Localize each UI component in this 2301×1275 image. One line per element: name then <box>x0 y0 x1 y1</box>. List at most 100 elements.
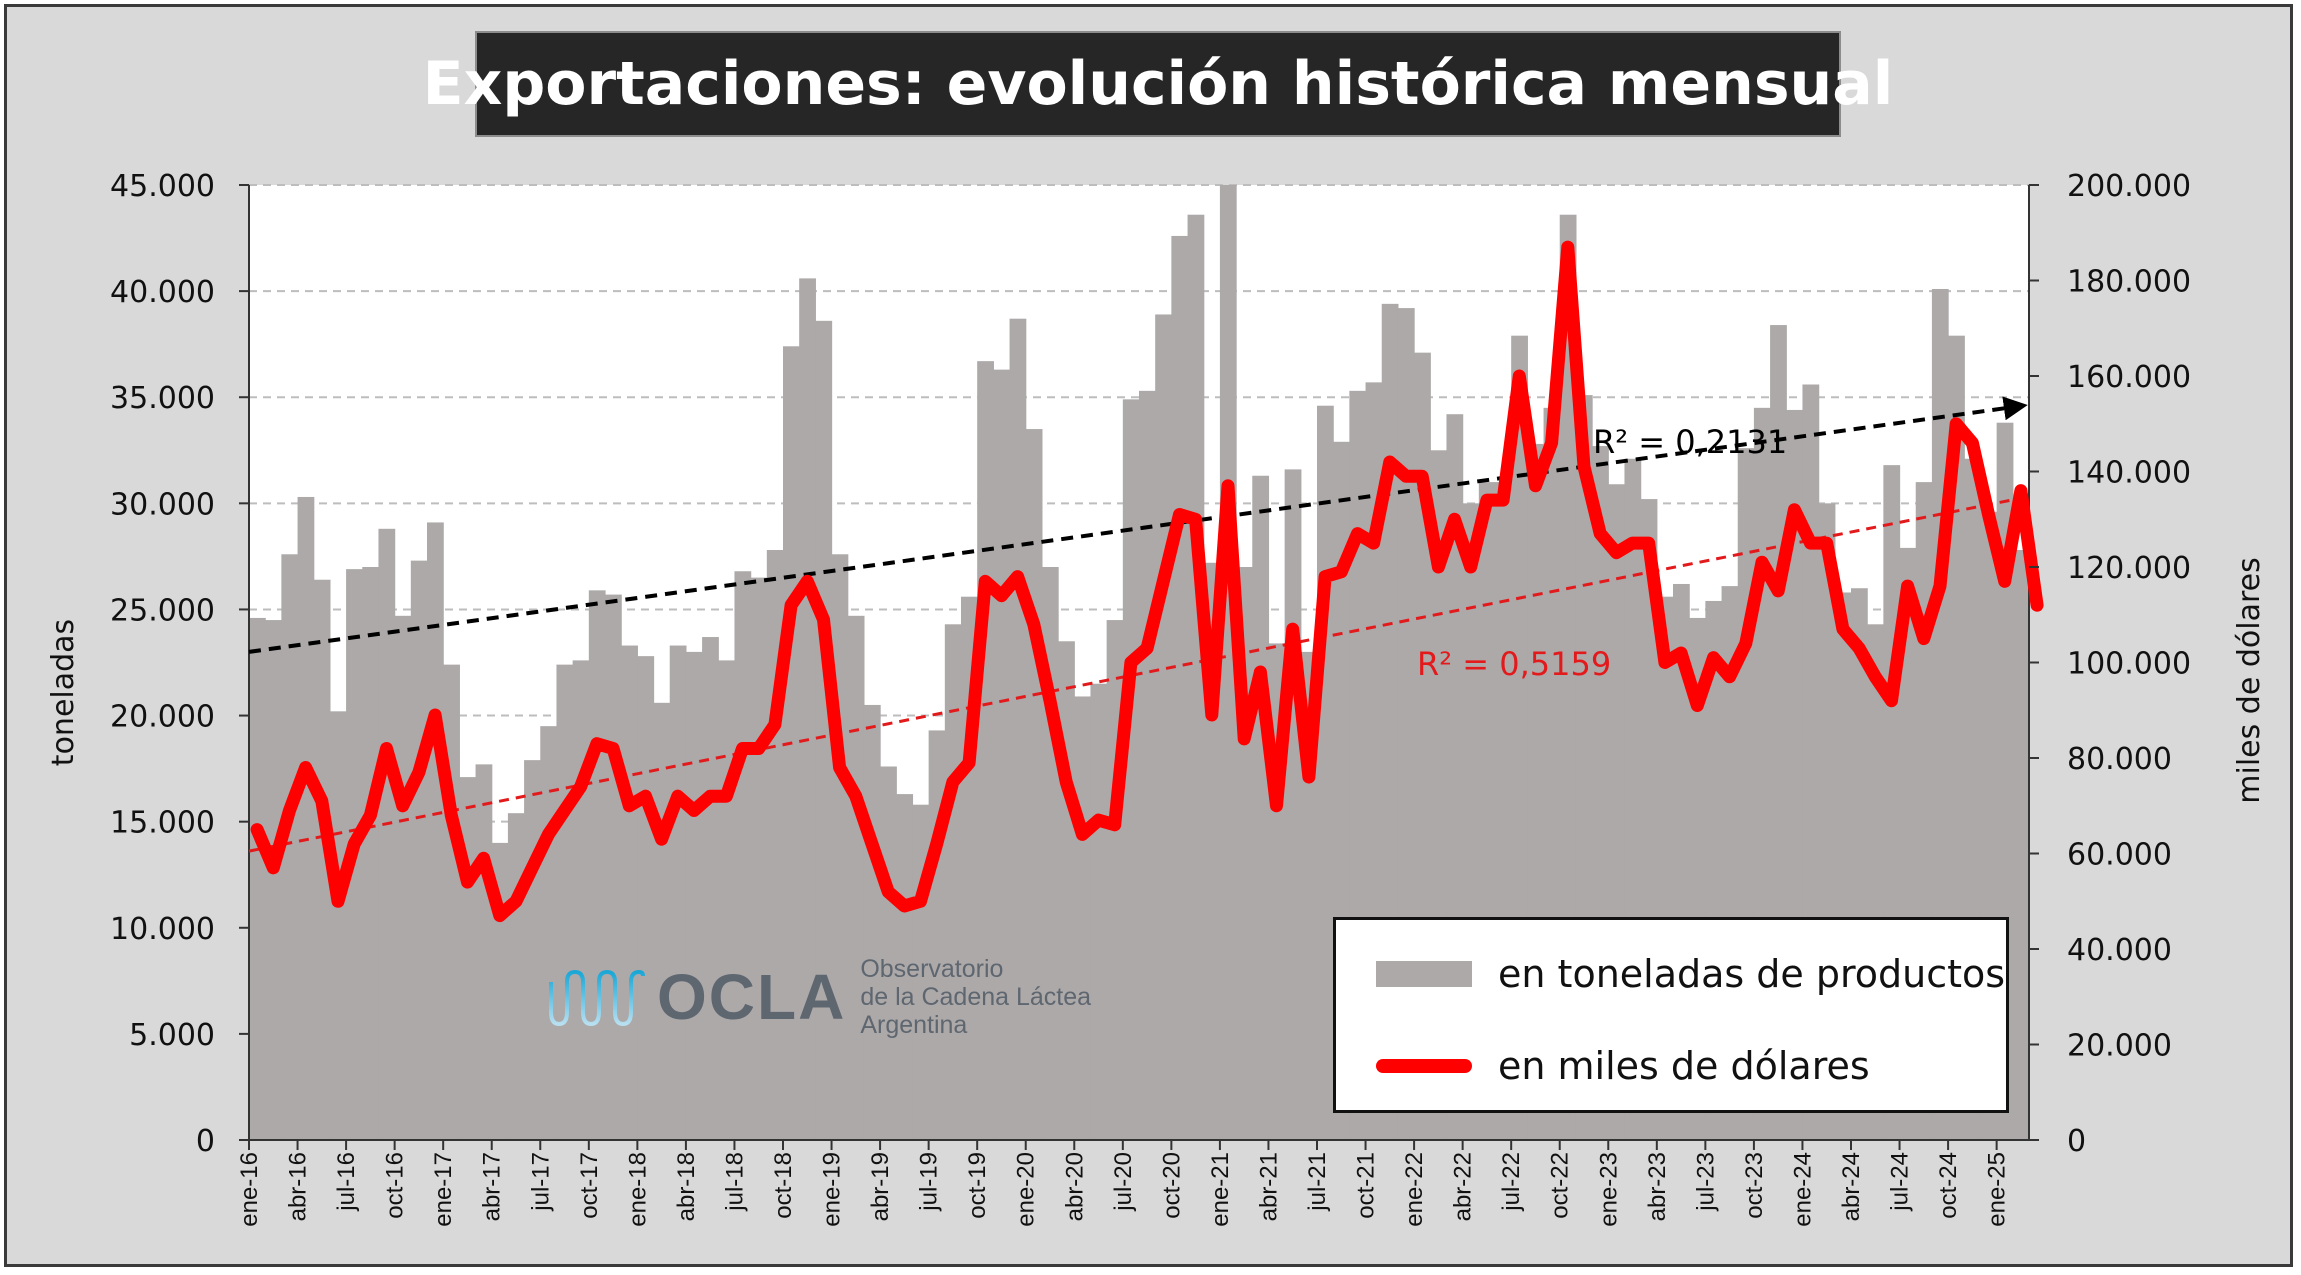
point-usd <box>1629 540 1636 547</box>
bar-tons <box>928 730 946 1140</box>
point-usd <box>1241 735 1248 742</box>
chart-title-box: Exportaciones: evolución histórica mensu… <box>423 31 1893 137</box>
point-usd <box>1953 420 1960 427</box>
point-usd <box>496 912 503 919</box>
bar-tons <box>669 645 687 1140</box>
point-usd <box>1937 583 1943 590</box>
x-tick-label: jul-21 <box>1304 1152 1331 1212</box>
point-usd <box>318 797 325 804</box>
x-tick-label: abr-24 <box>1838 1152 1865 1221</box>
point-usd <box>1014 573 1021 580</box>
point-usd <box>1759 559 1765 566</box>
point-usd <box>1678 649 1685 656</box>
point-usd <box>1176 511 1183 518</box>
point-usd <box>561 807 568 814</box>
y-right-tick-label: 140.000 <box>2067 456 2191 491</box>
y-left-tick-label: 5.000 <box>129 1018 215 1053</box>
bar-tons <box>880 766 897 1140</box>
point-usd <box>771 721 778 728</box>
point-usd <box>966 759 973 766</box>
point-usd <box>286 807 293 814</box>
y-left-tick-label: 10.000 <box>110 912 215 947</box>
y-left-tick-label: 35.000 <box>110 381 215 416</box>
point-usd <box>1419 473 1426 480</box>
bar-tons <box>863 704 881 1140</box>
bar-tons <box>265 620 282 1140</box>
point-usd <box>1985 511 1992 518</box>
point-usd <box>1775 587 1782 594</box>
bar-tons <box>1284 469 1302 1140</box>
point-usd <box>852 793 859 800</box>
point-usd <box>1063 778 1070 785</box>
trendline-tons-r2-label: R² = 0,2131 <box>1593 423 1787 461</box>
point-usd <box>610 745 617 752</box>
point-usd <box>1581 463 1587 470</box>
point-usd <box>1030 621 1037 628</box>
x-tick-label: jul-18 <box>721 1152 748 1212</box>
point-usd <box>1079 831 1086 838</box>
chart-frame: 0 5.000 10.000 15.000 20.000 25.000 30.000 35.0… <box>4 4 2293 1267</box>
y-right-tick-label: 200.000 <box>2067 169 2191 204</box>
point-usd <box>674 793 681 800</box>
point-usd <box>1969 439 1976 446</box>
x-tick-label: ene-18 <box>624 1152 651 1227</box>
x-tick-label: ene-23 <box>1595 1152 1622 1227</box>
bar-tons <box>734 571 752 1140</box>
bar-tons <box>1058 641 1075 1140</box>
logo-wordmark: OCLA <box>657 961 847 1033</box>
bar-tons <box>410 560 428 1140</box>
bar-tons <box>475 764 493 1140</box>
point-usd <box>836 764 843 771</box>
legend-item-tons: en toneladas de productos <box>1376 952 2005 996</box>
x-tick-label: oct-22 <box>1547 1152 1574 1219</box>
point-usd <box>1872 673 1879 680</box>
bar-tons <box>394 615 412 1140</box>
point-usd <box>1710 654 1717 661</box>
point-usd <box>1661 659 1668 666</box>
bar-tons <box>1219 185 1237 1140</box>
point-usd <box>1888 697 1895 704</box>
point-usd <box>1564 244 1571 251</box>
x-tick-label: oct-20 <box>1158 1152 1185 1219</box>
x-tick-label: oct-18 <box>770 1152 797 1219</box>
y-axis-right-label: miles de dólares <box>2232 557 2267 803</box>
point-usd <box>1273 802 1280 809</box>
point-usd <box>1726 673 1733 680</box>
point-usd <box>788 602 795 609</box>
point-usd <box>399 802 406 809</box>
point-usd <box>2001 578 2008 585</box>
bar-tons <box>588 590 606 1140</box>
point-usd <box>2017 487 2024 494</box>
point-usd <box>1403 473 1409 480</box>
y-right-tick-label: 100.000 <box>2067 647 2191 682</box>
y-left-tick-label: 0 <box>196 1124 215 1159</box>
x-tick-label: oct-17 <box>576 1152 603 1219</box>
y-axis-left-label: toneladas <box>46 619 81 766</box>
y-right-tick-label: 20.000 <box>2067 1029 2172 1064</box>
x-tick-label: oct-21 <box>1353 1152 1380 1219</box>
x-tick-label: ene-22 <box>1401 1152 1428 1227</box>
point-usd <box>351 840 358 847</box>
point-usd <box>1500 497 1507 504</box>
point-usd <box>869 840 875 847</box>
bar-tons <box>297 496 315 1140</box>
bar-tons <box>540 726 558 1140</box>
point-usd <box>1597 530 1604 537</box>
point-usd <box>917 898 924 905</box>
y-left-tick-label: 45.000 <box>110 169 215 204</box>
legend-line-swatch <box>1376 1059 1472 1073</box>
legend-bar-swatch <box>1376 961 1472 987</box>
point-usd <box>1338 568 1345 575</box>
point-usd <box>1322 573 1329 580</box>
x-tick-label: oct-19 <box>964 1152 991 1219</box>
bar-tons <box>718 660 736 1140</box>
point-usd <box>1160 578 1167 585</box>
point-usd <box>545 831 552 838</box>
legend-item-usd: en miles de dólares <box>1376 1044 1870 1088</box>
x-tick-label: abr-22 <box>1450 1152 1477 1221</box>
point-usd <box>1354 530 1361 537</box>
point-usd <box>1435 564 1442 570</box>
point-usd <box>949 778 956 785</box>
point-usd <box>1856 645 1863 652</box>
x-tick-label: ene-21 <box>1207 1152 1234 1227</box>
